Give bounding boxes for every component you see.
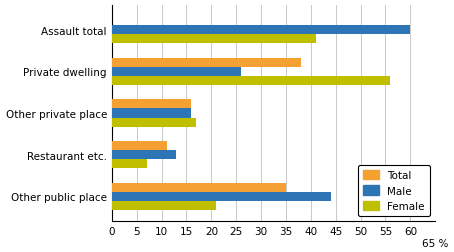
Text: 65 %: 65 % bbox=[422, 238, 449, 248]
Bar bbox=[112, 58, 301, 68]
Bar bbox=[112, 160, 147, 169]
Bar bbox=[112, 118, 197, 127]
Bar bbox=[112, 109, 192, 118]
Bar bbox=[112, 150, 177, 160]
Bar bbox=[112, 35, 316, 44]
Bar bbox=[112, 192, 331, 201]
Bar bbox=[112, 141, 167, 150]
Bar bbox=[112, 26, 410, 35]
Bar bbox=[112, 77, 390, 86]
Bar bbox=[112, 183, 286, 192]
Bar bbox=[112, 201, 216, 210]
Legend: Total, Male, Female: Total, Male, Female bbox=[358, 165, 430, 216]
Bar bbox=[112, 68, 241, 77]
Bar bbox=[112, 100, 192, 109]
